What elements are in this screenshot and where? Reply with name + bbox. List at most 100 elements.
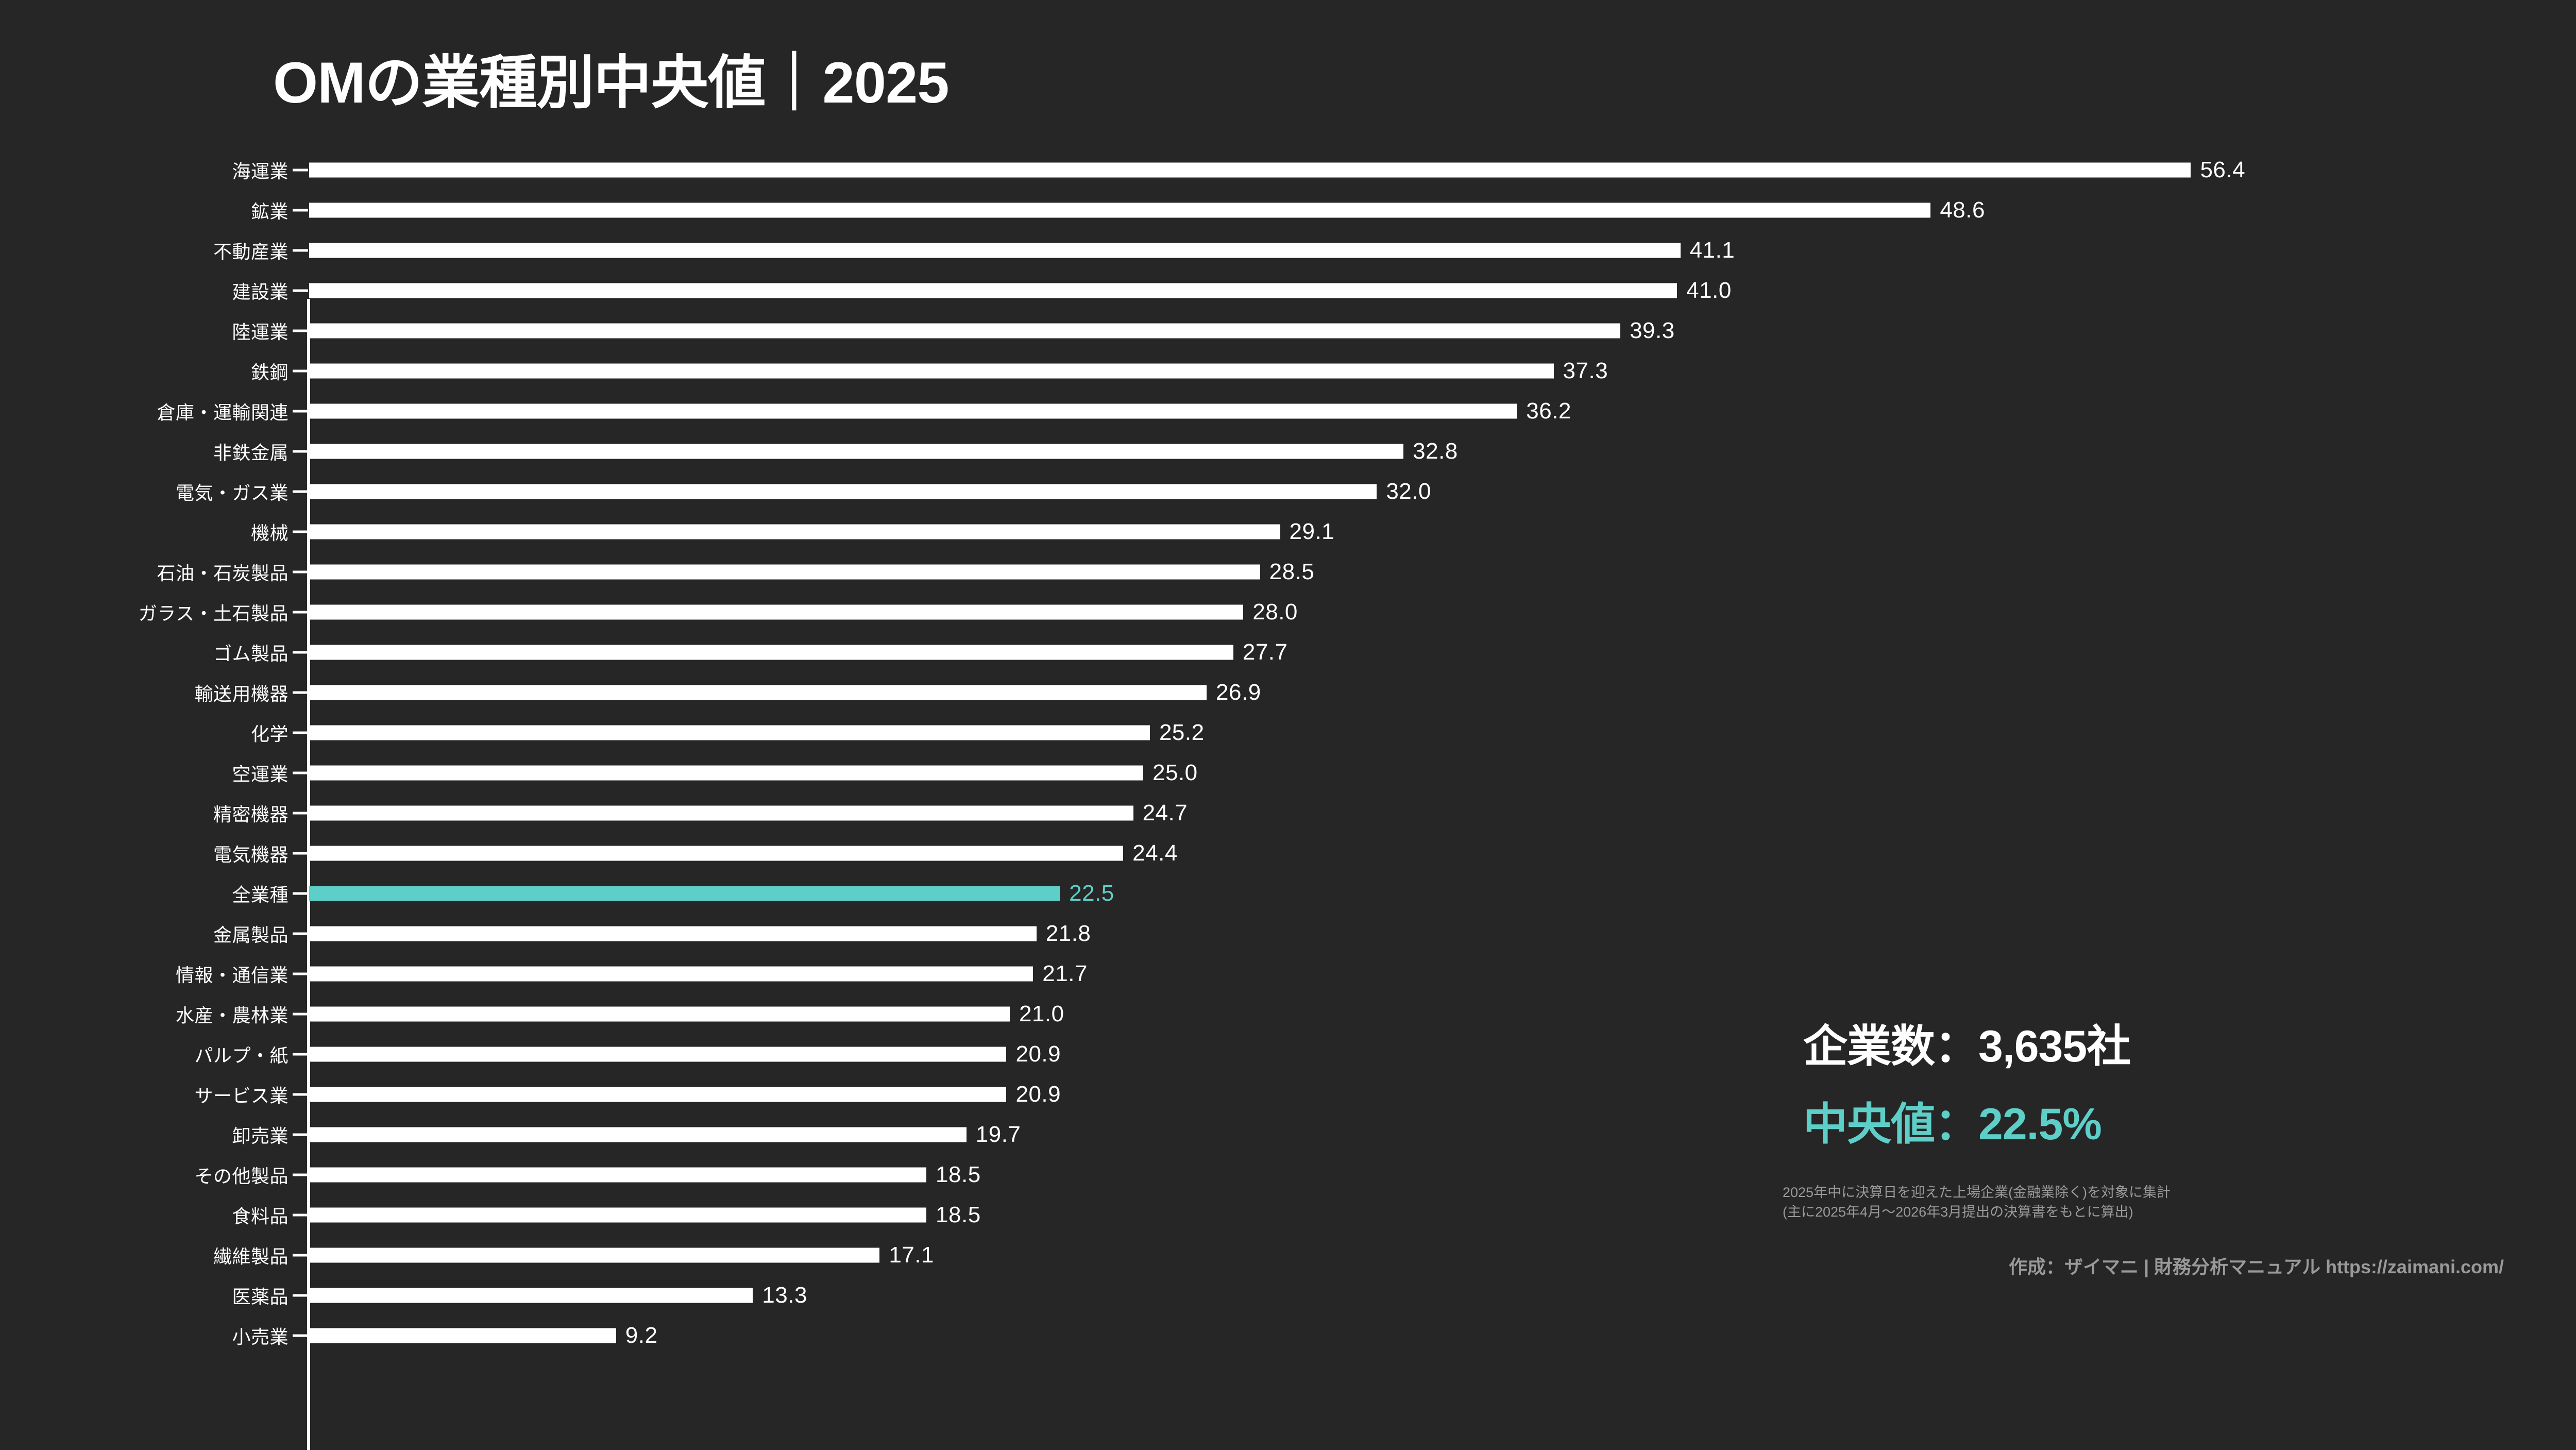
- bar-row: 食料品 18.5: [0, 1195, 2576, 1235]
- y-axis-tick: [293, 1334, 308, 1337]
- y-axis-tick: [293, 771, 308, 774]
- y-axis-tick: [293, 450, 308, 453]
- bar: [309, 846, 1124, 861]
- bar-value-label: 9.2: [625, 1323, 658, 1348]
- bar-value-label: 18.5: [936, 1202, 981, 1227]
- page-title: OMの業種別中央値｜2025: [273, 50, 950, 115]
- category-label: ガラス・土石製品: [138, 603, 289, 624]
- bar-value-label: 41.1: [1689, 238, 1735, 263]
- y-axis-tick: [293, 651, 308, 654]
- bar-value-label: 41.0: [1686, 278, 1732, 303]
- bar: [309, 1087, 1007, 1102]
- category-label: その他製品: [194, 1166, 289, 1187]
- bar-value-label: 27.7: [1242, 639, 1288, 665]
- y-axis-tick: [293, 1013, 308, 1016]
- y-axis-tick: [293, 731, 308, 734]
- bar-row: 電気・ガス業 32.0: [0, 471, 2576, 512]
- bar-row: 石油・石炭製品 28.5: [0, 552, 2576, 592]
- bar-row: 化学 25.2: [0, 713, 2576, 753]
- y-axis-tick: [293, 852, 308, 855]
- bar-value-label: 18.5: [936, 1162, 981, 1187]
- bar: [309, 243, 1681, 258]
- bar-value-label: 32.8: [1413, 439, 1458, 464]
- bar: [309, 1047, 1007, 1062]
- category-label: 鉱業: [250, 201, 289, 222]
- bar-row: 海運業 56.4: [0, 150, 2576, 190]
- y-axis-tick: [293, 530, 308, 533]
- bar: [309, 685, 1207, 700]
- y-axis-tick: [293, 1254, 308, 1257]
- bar-row: 医薬品 13.3: [0, 1275, 2576, 1316]
- bar: [309, 283, 1677, 298]
- bar-row: 鉄鋼 37.3: [0, 351, 2576, 391]
- y-axis-tick: [293, 611, 308, 614]
- bar-value-label: 19.7: [975, 1122, 1021, 1147]
- y-axis-tick: [293, 168, 308, 172]
- bar-value-label: 20.9: [1015, 1082, 1061, 1107]
- bar: [309, 403, 1517, 419]
- bar-value-label: 17.1: [889, 1242, 935, 1268]
- y-axis-tick: [293, 932, 308, 935]
- y-axis-tick: [293, 892, 308, 895]
- category-label: ゴム製品: [213, 643, 289, 664]
- category-label: 陸運業: [232, 322, 289, 343]
- bar-row: ガラス・土石製品 28.0: [0, 592, 2576, 632]
- y-axis-tick: [293, 1093, 308, 1096]
- y-axis-tick: [293, 1294, 308, 1297]
- category-label: 繊維製品: [213, 1246, 289, 1267]
- category-label: 石油・石炭製品: [157, 563, 289, 584]
- category-label: 電気機器: [213, 844, 289, 865]
- bar-value-label: 21.8: [1045, 921, 1091, 946]
- bar-value-label: 26.9: [1216, 680, 1261, 705]
- y-axis-tick: [293, 1213, 308, 1217]
- bar: [309, 604, 1244, 620]
- category-label: 食料品: [232, 1206, 289, 1227]
- bar-row: 非鉄金属 32.8: [0, 431, 2576, 471]
- category-label: 水産・農林業: [175, 1005, 289, 1026]
- bar-value-label: 25.2: [1159, 720, 1205, 745]
- bar-value-label: 20.9: [1015, 1041, 1061, 1067]
- bar: [309, 966, 1033, 982]
- y-axis-tick: [293, 369, 308, 373]
- category-label: 精密機器: [213, 804, 289, 825]
- y-axis-tick: [293, 1053, 308, 1056]
- bar-value-label: 24.7: [1142, 800, 1188, 825]
- y-axis-spine: [307, 299, 310, 1450]
- bar: [309, 926, 1037, 941]
- bar: [309, 363, 1554, 379]
- bar-value-label: 32.0: [1386, 479, 1431, 504]
- y-axis-tick: [293, 289, 308, 292]
- bar: [309, 1006, 1010, 1022]
- y-axis-tick: [293, 812, 308, 815]
- bar: [309, 1288, 753, 1303]
- bar-row: 倉庫・運輸関連 36.2: [0, 391, 2576, 431]
- category-label: 輸送用機器: [194, 683, 289, 704]
- bar-row: 小売業 9.2: [0, 1316, 2576, 1356]
- bar: [309, 1167, 927, 1183]
- category-label: パルプ・紙: [194, 1045, 289, 1066]
- bar-value-label: 29.1: [1289, 519, 1335, 544]
- bar-value-label: 56.4: [2200, 157, 2246, 182]
- category-label: 鉄鋼: [250, 362, 289, 383]
- category-label: 小売業: [232, 1326, 289, 1347]
- bar-row: 鉱業 48.6: [0, 190, 2576, 230]
- category-label: 卸売業: [232, 1125, 289, 1146]
- bar-row: 不動産業 41.1: [0, 230, 2576, 271]
- bar: [309, 1328, 616, 1343]
- bar-row: 陸運業 39.3: [0, 311, 2576, 351]
- footnote-line-1: 2025年中に決算日を迎えた上場企業(金融業除く)を対象に集計: [1783, 1185, 2171, 1200]
- bar-row: ゴム製品 27.7: [0, 632, 2576, 672]
- bar-row: その他製品 18.5: [0, 1155, 2576, 1195]
- bar-row: 全業種 22.5: [0, 873, 2576, 914]
- bar-row: 輸送用機器 26.9: [0, 672, 2576, 713]
- bar: [309, 524, 1280, 539]
- bar-value-label: 36.2: [1526, 398, 1571, 424]
- y-axis-tick: [293, 209, 308, 212]
- category-label: 医薬品: [232, 1286, 289, 1307]
- bar: [309, 323, 1621, 339]
- y-axis-tick: [293, 691, 308, 694]
- y-axis-tick: [293, 1173, 308, 1176]
- bar: [309, 484, 1377, 499]
- y-axis-tick: [293, 972, 308, 975]
- bar: [309, 725, 1150, 740]
